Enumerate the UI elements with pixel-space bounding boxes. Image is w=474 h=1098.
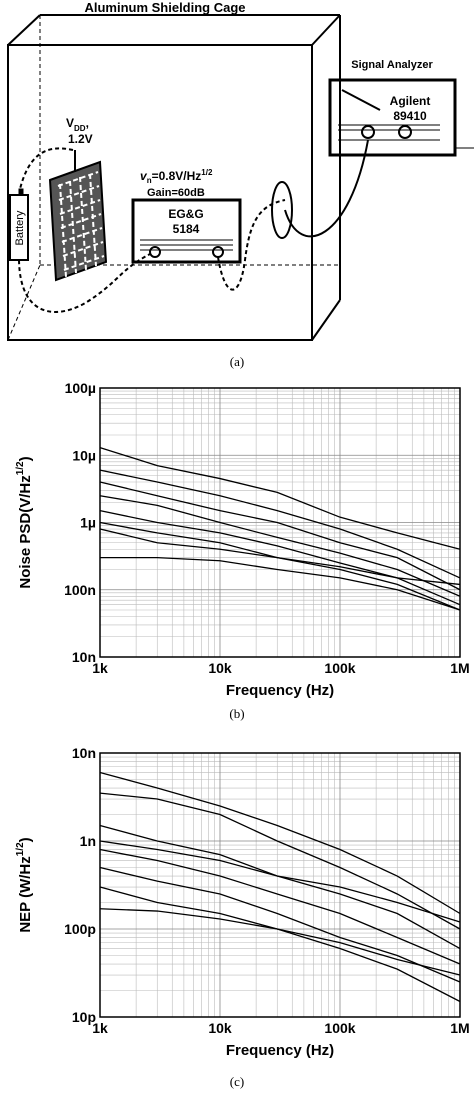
battery-terminal	[18, 188, 24, 196]
x-tick-label: 100k	[324, 660, 355, 676]
analyzer-model: 89410	[393, 109, 427, 123]
caption: (a)	[230, 354, 244, 369]
data-line	[99, 840, 461, 923]
data-line	[99, 886, 461, 1003]
analyzer-brand: Agilent	[390, 94, 431, 108]
analyzer-title: Signal Analyzer	[351, 59, 433, 71]
x-tick-label: 10k	[208, 1020, 232, 1036]
vn-main: v	[140, 169, 148, 183]
y-tick-label: 10n	[72, 649, 96, 665]
y-axis-title-text: Noise PSD(V/Hz	[17, 475, 34, 588]
data-line	[99, 771, 461, 915]
caption: (b)	[229, 706, 244, 721]
analyzer-display	[341, 89, 381, 111]
y-axis-title-suffix: )	[17, 456, 34, 461]
power-wire	[19, 147, 74, 190]
battery-label: Battery	[14, 210, 26, 245]
cage-front	[7, 44, 313, 341]
data-line	[99, 481, 461, 591]
analyzer-port	[361, 125, 375, 139]
amplifier-port	[212, 246, 224, 258]
y-tick-label: 100µ	[65, 380, 96, 396]
analyzer-stripes	[338, 124, 440, 141]
x-tick-label: 1k	[92, 1020, 108, 1036]
vn-sup: 1/2	[201, 168, 213, 177]
data-line	[99, 866, 461, 983]
gain-label: Gain=60dB	[147, 187, 205, 199]
analyzer-cable	[284, 139, 369, 238]
y-tick-label: 100n	[64, 582, 96, 598]
amp-brand: EG&G	[168, 207, 203, 221]
cage-hidden-edge	[7, 264, 41, 341]
amplifier-stripes	[140, 239, 233, 251]
data-line	[99, 848, 461, 965]
y-tick-label: 100p	[64, 921, 96, 937]
vn-value: =0.8V/Hz	[152, 169, 202, 183]
x-axis-title: Frequency (Hz)	[226, 1042, 334, 1059]
y-axis-title-suffix: )	[17, 837, 34, 842]
cage-edge	[7, 14, 41, 46]
y-tick-label: 1µ	[80, 515, 96, 531]
vdd-comma: ,	[86, 116, 89, 130]
y-axis-title-prefix: NEP	[17, 898, 34, 933]
output-wire	[217, 199, 286, 291]
plot-frame	[99, 387, 461, 658]
vn-label: vn=0.8V/Hz1/2	[140, 168, 213, 185]
analyzer-box	[328, 78, 457, 157]
amp-model: 5184	[173, 222, 200, 236]
x-tick-label: 10k	[208, 660, 232, 676]
y-tick-label: 10µ	[72, 447, 96, 463]
amplifier-port	[149, 246, 161, 258]
vn-sub: n	[147, 176, 152, 185]
analyzer-port	[398, 125, 412, 139]
cage-title: Aluminum Shielding Cage	[84, 0, 245, 15]
data-line	[99, 495, 461, 597]
signal-wire	[18, 253, 151, 313]
plot-frame	[99, 752, 461, 1018]
vdd-label: VDD,	[66, 116, 89, 133]
data-line	[100, 557, 461, 611]
vdd-sub: DD	[74, 124, 86, 133]
vdd-main: V	[66, 116, 74, 130]
y-axis-title-text: (W/Hz	[17, 856, 34, 898]
x-tick-label: 100k	[324, 1020, 355, 1036]
y-axis-title-sup: 1/2	[15, 461, 26, 475]
feedthrough	[271, 181, 293, 239]
data-line	[99, 908, 461, 976]
vdd-value: 1.2V	[68, 132, 93, 146]
x-tick-label: 1M	[450, 660, 469, 676]
y-tick-label: 1n	[80, 833, 96, 849]
y-tick-label: 10p	[72, 1009, 96, 1025]
amplifier-box	[131, 198, 242, 264]
x-tick-label: 1M	[450, 1020, 469, 1036]
y-axis-title: NEP (W/Hz1/2)	[15, 837, 34, 932]
x-axis-title: Frequency (Hz)	[226, 682, 334, 699]
y-axis-title-sup: 1/2	[15, 842, 26, 856]
data-line	[99, 446, 461, 550]
cage-edge	[311, 14, 341, 46]
y-tick-label: 10n	[72, 745, 96, 761]
setup-diagram	[7, 14, 474, 341]
x-tick-label: 1k	[92, 660, 108, 676]
y-axis-title: Noise PSD(V/Hz1/2)	[15, 456, 34, 588]
caption: (c)	[230, 1074, 244, 1089]
data-line	[99, 792, 461, 930]
data-line	[99, 469, 461, 579]
cage-edge	[311, 299, 341, 341]
data-line	[99, 528, 461, 586]
